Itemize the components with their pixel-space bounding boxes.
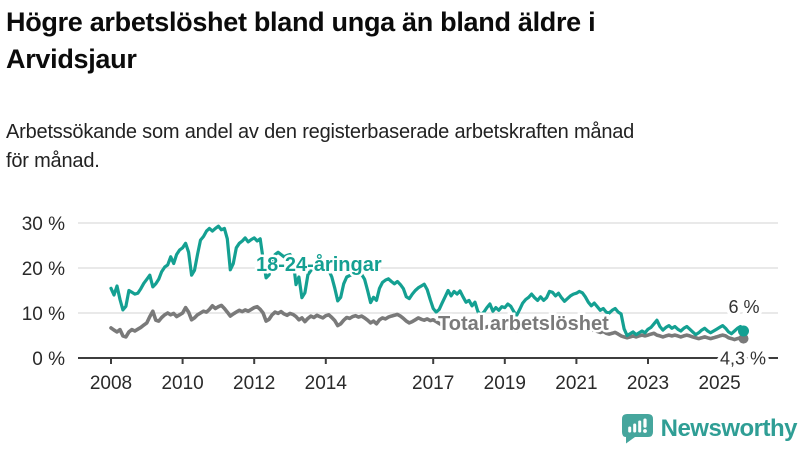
x-axis [78,357,778,364]
newsworthy-wordmark: Newsworthy [660,415,798,442]
page-title: Högre arbetslöshet bland unga än bland ä… [6,4,786,78]
series-end-dots [738,325,749,344]
newsworthy-bubble-chart-icon [621,414,653,444]
series-line-18-24-ringar [109,224,746,338]
x-tick-label-2014: 2014 [305,373,348,394]
title-line-1: Högre arbetslöshet bland unga än bland ä… [6,7,596,37]
subtitle-line-2: för månad. [6,150,100,172]
title-line-2: Arvidsjaur [6,44,137,74]
x-tick-label-2019: 2019 [484,373,526,394]
y-tick-label-20: 20 % [22,259,65,280]
newsworthy-logo: Newsworthy [621,414,798,444]
x-tick-label-2025: 2025 [698,373,740,394]
y-axis-labels: 0 % 10 % 20 % 30 % [22,214,65,370]
subtitle-line-1: Arbetssökande som andel av den registerb… [6,121,635,143]
end-value-labels: 4,3 % 6 % [716,294,769,373]
gridlines [78,222,778,314]
series-label-total-arbetsl-shet: Total arbetslöshet [438,313,609,335]
x-tick-label-2010: 2010 [161,373,203,394]
end-dot-total-arbetsl-shet [738,333,749,344]
series-inline-labels: Total arbetslöshet 18-24-åringar [254,251,612,338]
series-label-18-24-ringar: 18-24-åringar [256,253,382,276]
y-tick-label-0: 0 % [32,349,65,370]
x-tick-label-2012: 2012 [233,373,275,394]
chart-subtitle: Arbetssökande som andel av den registerb… [6,118,792,176]
end-value-label-18-24-ringar: 6 % [728,297,759,317]
y-tick-label-10: 10 % [22,304,65,325]
series-lines [109,224,746,342]
end-value-label-total-arbetsl-shet: 4,3 % [720,349,766,369]
x-tick-label-2021: 2021 [555,373,597,394]
x-axis-labels: 2008 2010 2012 2014 2017 2019 2021 2023 2025 [90,373,741,394]
y-tick-label-30: 30 % [22,214,65,235]
end-dot-18-24-ringar [738,325,749,337]
x-tick-label-2023: 2023 [627,373,669,394]
x-tick-label-2017: 2017 [412,373,454,394]
x-tick-label-2008: 2008 [90,373,132,394]
series-line-total-arbetsl-shet [109,303,746,342]
